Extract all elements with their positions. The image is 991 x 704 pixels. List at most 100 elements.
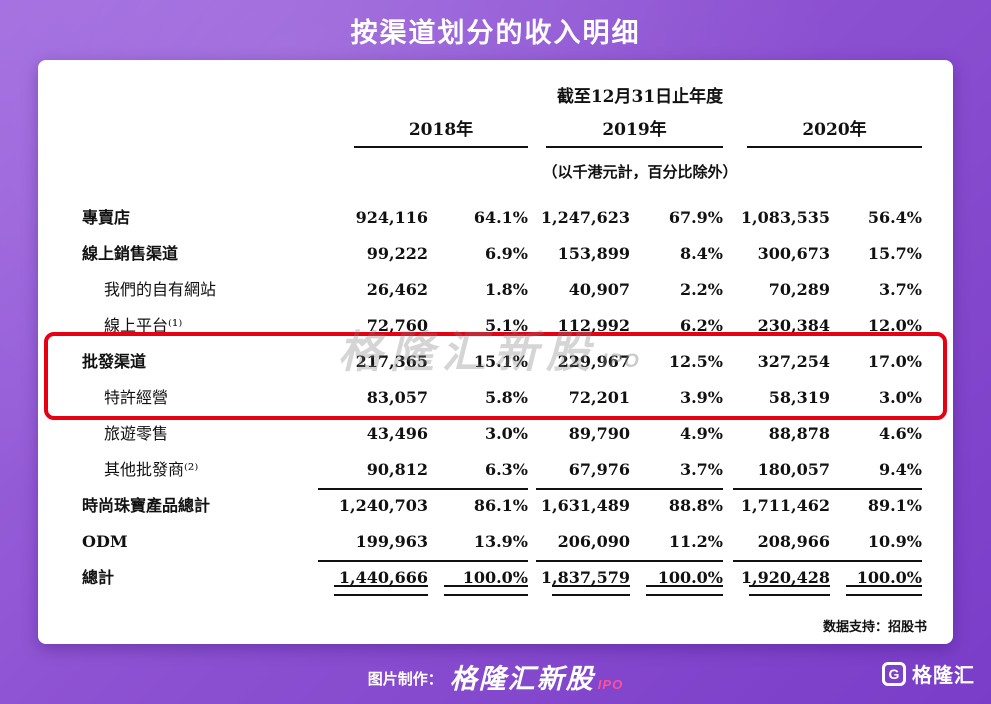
- cell-2019-value: 206,090: [536, 524, 630, 562]
- cell-2019-value: 72,201: [568, 388, 630, 407]
- cell-2018-value: 99,222: [366, 244, 428, 263]
- table-row: ODM 199,963 13.9% 206,090 11.2% 208,966 …: [38, 524, 953, 562]
- cell-2020-value: 88,878: [768, 424, 830, 443]
- cell-2018-pct: 100.0%: [428, 560, 528, 596]
- unit-note: （以千港元計，百分比除外）: [542, 163, 738, 181]
- cell-2019-pct: 8.4%: [679, 244, 723, 263]
- cell-2018-pct: 5.8%: [484, 388, 528, 407]
- row-label: 特許經營: [104, 388, 169, 407]
- cell-2019-pct: 67.9%: [668, 208, 723, 227]
- footer-brand: 格隆汇新股: [449, 664, 595, 694]
- row-label: 總計: [82, 568, 115, 587]
- cell-2019-pct: 2.2%: [679, 280, 723, 299]
- cell-2020-value: 300,673: [757, 244, 830, 263]
- cell-2019-pct: 100.0%: [630, 560, 723, 596]
- cell-2020-value: 230,384: [757, 316, 830, 335]
- cell-2018-pct: 86.1%: [473, 496, 528, 515]
- cell-2020-pct: 56.4%: [867, 208, 922, 227]
- table-row: 特許經營 83,057 5.8% 72,201 3.9% 58,319 3.0%: [38, 380, 953, 416]
- table-row: 總計 1,440,666 100.0% 1,837,579 100.0% 1,9…: [38, 560, 953, 596]
- cell-2020-pct: 3.0%: [878, 388, 922, 407]
- cell-2018-value: 72,760: [366, 316, 428, 335]
- cell-2020-value: 70,289: [768, 280, 830, 299]
- cell-2020-pct: 15.7%: [867, 244, 922, 263]
- row-label: ODM: [82, 532, 128, 551]
- cell-2018-pct: 15.1%: [473, 352, 528, 371]
- row-label: 其他批發商⁽²⁾: [104, 460, 199, 479]
- table-row: 我們的自有網站 26,462 1.8% 40,907 2.2% 70,289 3…: [38, 272, 953, 308]
- table-row: 線上平台⁽¹⁾ 72,760 5.1% 112,992 6.2% 230,384…: [38, 308, 953, 344]
- cell-2020-pct: 89.1%: [867, 496, 922, 515]
- cell-2018-pct: 6.3%: [428, 452, 528, 490]
- cell-2020-pct: 17.0%: [867, 352, 922, 371]
- cell-2019-pct: 6.2%: [679, 316, 723, 335]
- cell-2020-value: 1,711,462: [740, 496, 830, 515]
- cell-2020-pct: 4.6%: [878, 424, 922, 443]
- cell-2019-pct: 3.9%: [679, 388, 723, 407]
- cell-2018-pct: 1.8%: [484, 280, 528, 299]
- cell-2018-value: 1,440,666: [318, 560, 428, 596]
- cell-2020-value: 1,083,535: [740, 208, 830, 227]
- revenue-table-card: 截至12月31日止年度 2018年 2019年 2020年 （以千港元計，百分比…: [38, 60, 953, 644]
- row-label: 我們的自有網站: [104, 280, 217, 299]
- cell-2019-pct: 3.7%: [630, 452, 723, 490]
- cell-2020-value: 1,920,428: [733, 560, 830, 596]
- cell-2019-value: 153,899: [557, 244, 630, 263]
- cell-2020-value: 208,966: [733, 524, 830, 562]
- cell-2018-value: 1,240,703: [338, 496, 428, 515]
- cell-2019-value: 1,631,489: [540, 496, 630, 515]
- table-unit-note-row: （以千港元計，百分比除外）: [38, 160, 953, 184]
- logo-g-icon: G: [882, 661, 906, 686]
- cell-2018-pct: 13.9%: [428, 524, 528, 562]
- cell-2019-value: 89,790: [568, 424, 630, 443]
- table-year-header-row: 2018年 2019年 2020年: [38, 118, 953, 148]
- table-row: 時尚珠寶產品總計 1,240,703 86.1% 1,631,489 88.8%…: [38, 488, 953, 524]
- cell-2019-pct: 11.2%: [630, 524, 723, 562]
- row-label: 批發渠道: [82, 352, 147, 371]
- cell-2018-pct: 6.9%: [484, 244, 528, 263]
- source-note: 数据支持：招股书: [822, 619, 927, 634]
- year-header-2019: 2019年: [546, 118, 723, 148]
- cell-2018-pct: 64.1%: [473, 208, 528, 227]
- table-row: 其他批發商⁽²⁾ 90,812 6.3% 67,976 3.7% 180,057…: [38, 452, 953, 490]
- cell-2018-pct: 3.0%: [484, 424, 528, 443]
- logo-text: 格隆汇: [912, 665, 975, 687]
- cell-2019-value: 67,976: [536, 452, 630, 490]
- cell-2019-value: 112,992: [557, 316, 630, 335]
- cell-2020-pct: 3.7%: [878, 280, 922, 299]
- cell-2019-value: 1,837,579: [536, 560, 630, 596]
- year-header-2018: 2018年: [354, 118, 528, 148]
- cell-2019-value: 1,247,623: [540, 208, 630, 227]
- cell-2019-value: 229,967: [557, 352, 630, 371]
- table-row: 旅遊零售 43,496 3.0% 89,790 4.9% 88,878 4.6%: [38, 416, 953, 452]
- cell-2019-pct: 12.5%: [668, 352, 723, 371]
- page-title: 按渠道划分的收入明细: [350, 18, 641, 48]
- row-label: 專賣店: [82, 208, 131, 227]
- footer-brand-suffix: IPO: [597, 677, 624, 692]
- cell-2018-value: 90,812: [318, 452, 428, 490]
- table-row: 批發渠道 217,365 15.1% 229,967 12.5% 327,254…: [38, 344, 953, 380]
- cell-2020-pct: 10.9%: [830, 524, 922, 562]
- table-row: 線上銷售渠道 99,222 6.9% 153,899 8.4% 300,673 …: [38, 236, 953, 272]
- cell-2018-pct: 5.1%: [484, 316, 528, 335]
- cell-2018-value: 199,963: [318, 524, 428, 562]
- cell-2018-value: 924,116: [355, 208, 428, 227]
- cell-2019-pct: 4.9%: [679, 424, 723, 443]
- table-body: 專賣店 924,116 64.1% 1,247,623 67.9% 1,083,…: [38, 200, 953, 596]
- cell-2020-pct: 9.4%: [830, 452, 922, 490]
- period-header: 截至12月31日止年度: [556, 87, 724, 107]
- year-header-2020: 2020年: [747, 118, 922, 148]
- footer-caption-prefix: 图片制作：: [367, 671, 443, 688]
- row-label: 線上銷售渠道: [82, 244, 179, 263]
- table-row: 專賣店 924,116 64.1% 1,247,623 67.9% 1,083,…: [38, 200, 953, 236]
- cell-2020-value: 327,254: [757, 352, 830, 371]
- table-period-header-row: 截至12月31日止年度: [38, 84, 953, 110]
- cell-2019-pct: 88.8%: [668, 496, 723, 515]
- row-label: 線上平台⁽¹⁾: [104, 316, 183, 335]
- cell-2018-value: 26,462: [366, 280, 428, 299]
- cell-2020-pct: 100.0%: [830, 560, 922, 596]
- row-label: 時尚珠寶產品總計: [82, 496, 211, 515]
- cell-2018-value: 217,365: [355, 352, 428, 371]
- cell-2020-value: 58,319: [768, 388, 830, 407]
- gelonghui-logo: G 格隆汇: [882, 659, 975, 688]
